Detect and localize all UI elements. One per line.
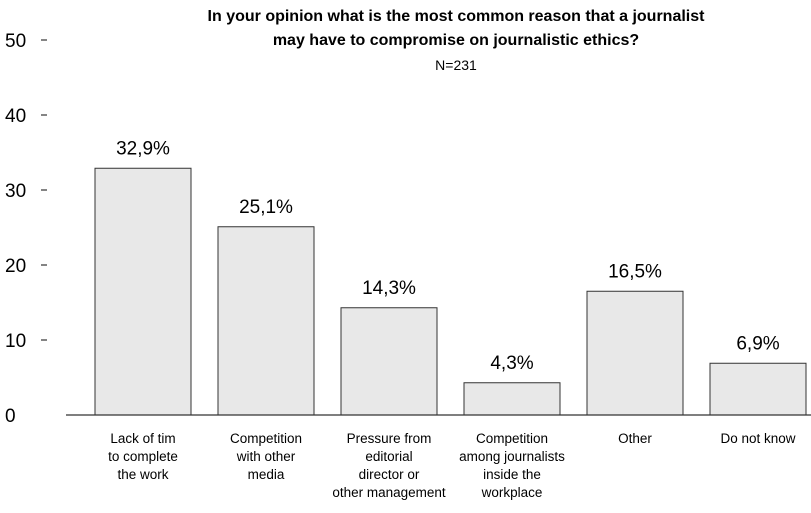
category-label: Lack of tim to complete the work [108,431,178,482]
category-label-line: to complete [108,449,178,464]
category-label-line: workplace [481,485,543,500]
category-label: Do not know [720,431,795,446]
bars [94,167,807,416]
bar [463,382,561,416]
y-tick-label: 10 [5,331,26,352]
category-label: Competition among journalists inside the wo… [459,431,565,500]
category-label-line: media [248,467,285,482]
category-label: Pressure from editorial director or other m… [332,431,446,500]
y-axis: 0 10 20 30 40 50 [5,31,47,427]
bar [217,226,315,416]
category-labels: Lack of tim to complete the work Competitio… [108,431,796,500]
category-label-line: inside the [483,467,541,482]
data-label: 16,5% [608,261,662,282]
category-label: Competition with other media [230,431,302,482]
category-label-line: director or [359,467,420,482]
category-label-line: Other [618,431,652,446]
y-tick-label: 40 [5,106,26,127]
data-labels: 32,9% 25,1% 14,3% 4,3% 16,5% 6,9% [116,138,780,374]
y-tick-label: 30 [5,181,26,202]
category-label-line: Competition [476,431,548,446]
bar [709,362,807,416]
category-label-line: among journalists [459,449,565,464]
chart-subtitle: N=231 [435,57,477,73]
category-label-line: Do not know [720,431,795,446]
data-label: 32,9% [116,138,170,159]
category-label-line: other management [332,485,446,500]
data-label: 14,3% [362,278,416,299]
bar [586,290,684,416]
y-tick-label: 0 [5,406,16,427]
category-label-line: the work [117,467,168,482]
data-label: 6,9% [736,333,779,354]
bar [94,167,192,416]
category-label-line: editorial [365,449,412,464]
chart-title-line-2: may have to compromise on journalistic e… [273,32,639,49]
y-tick-label: 50 [5,31,26,52]
category-label-line: Pressure from [347,431,432,446]
category-label-line: Lack of tim [110,431,175,446]
category-label-line: Competition [230,431,302,446]
chart-title-line-1: In your opinion what is the most common … [208,8,706,25]
category-label-line: with other [236,449,296,464]
data-label: 4,3% [490,353,533,374]
category-label: Other [618,431,652,446]
y-tick-label: 20 [5,256,26,277]
data-label: 25,1% [239,197,293,218]
bar [340,307,438,416]
